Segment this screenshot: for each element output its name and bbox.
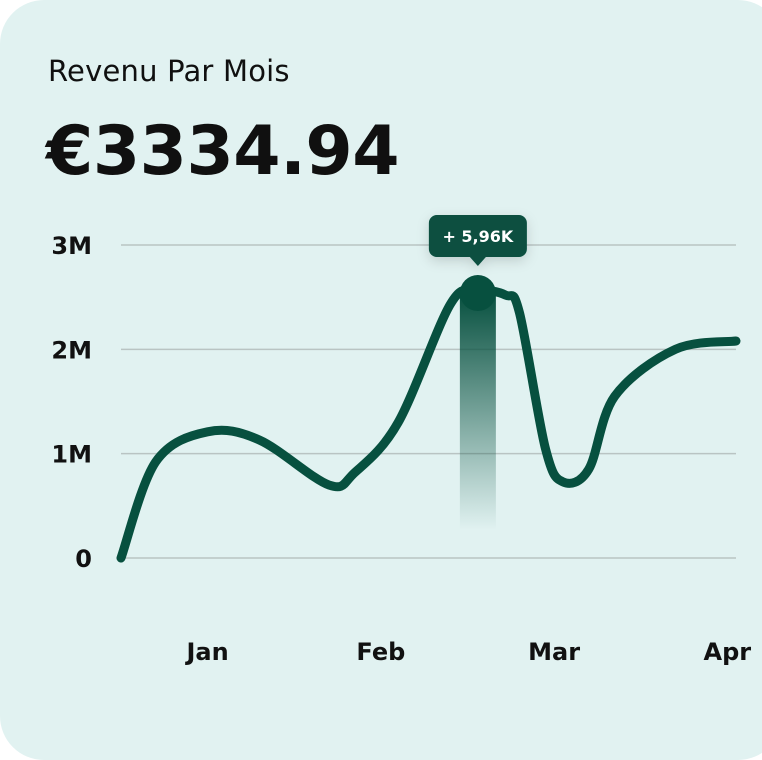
y-tick-label: 1M	[51, 441, 92, 469]
x-tick-label: Jan	[185, 638, 229, 666]
highlight-point[interactable]	[459, 274, 496, 311]
card-title: Revenu Par Mois	[48, 54, 290, 88]
tooltip-label: + 5,96K	[442, 227, 513, 246]
x-tick-label: Apr	[704, 638, 752, 666]
tooltip: + 5,96K	[428, 214, 527, 266]
revenue-line-chart: 0 1M 2M 3M Jan Feb Mar Apr + 5,96K	[51, 214, 752, 666]
x-tick-label: Feb	[356, 638, 405, 666]
y-axis-ticks: 0 1M 2M 3M	[51, 232, 92, 573]
grid-lines	[121, 244, 736, 559]
y-tick-label: 3M	[51, 232, 92, 260]
y-tick-label: 2M	[51, 336, 92, 364]
x-tick-label: Mar	[528, 638, 580, 666]
y-tick-label: 0	[75, 545, 92, 573]
series-line	[116, 285, 741, 563]
tooltip-box	[428, 214, 527, 257]
highlight-bar	[459, 292, 496, 530]
revenue-value: €3334.94	[46, 112, 400, 191]
tooltip-arrow	[469, 256, 486, 266]
x-axis-ticks: Jan Feb Mar Apr	[185, 638, 752, 666]
